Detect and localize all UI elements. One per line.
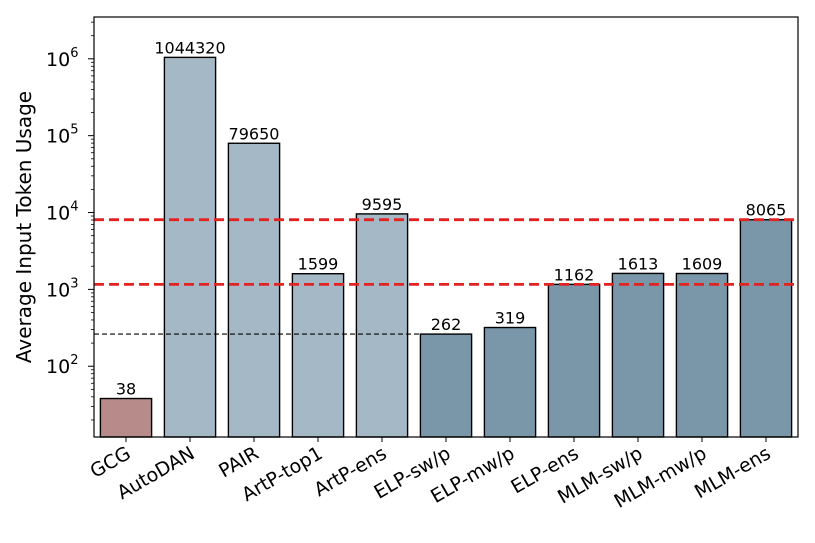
- bar-2: [227, 142, 281, 438]
- y-tick-label-1: 103: [46, 276, 78, 301]
- bar-10: [739, 219, 793, 438]
- value-label-5: 262: [431, 315, 462, 334]
- y-axis-title: Average Input Token Usage: [12, 91, 36, 363]
- value-label-0: 38: [116, 380, 136, 399]
- y-tick-label-2: 104: [46, 200, 78, 225]
- bar-5: [419, 333, 473, 438]
- bar-0: [99, 397, 153, 438]
- bar-6: [483, 326, 537, 438]
- bar-7: [547, 283, 601, 438]
- value-label-7: 1162: [554, 265, 595, 284]
- value-label-9: 1609: [682, 255, 723, 274]
- y-axis-ticks: 102 103 104 105 106: [46, 21, 94, 421]
- value-label-4: 9595: [362, 195, 403, 214]
- bar-1: [163, 56, 217, 438]
- y-tick-label-0: 102: [46, 353, 78, 378]
- value-label-6: 319: [495, 309, 526, 328]
- y-tick-label-3: 105: [46, 123, 78, 148]
- bar-8: [611, 272, 665, 438]
- bar-4: [355, 213, 409, 438]
- value-label-8: 1613: [618, 254, 659, 273]
- value-label-2: 79650: [229, 124, 280, 143]
- reference-lines: [94, 218, 798, 335]
- bar-9: [675, 272, 729, 438]
- value-labels: 38 1044320 79650 1599 9595 262 319 1162 1613 1609…: [116, 38, 787, 398]
- bars-group: [99, 56, 793, 438]
- value-label-10: 8065: [746, 201, 787, 220]
- y-tick-label-4: 106: [46, 46, 78, 71]
- value-label-1: 1044320: [154, 38, 225, 57]
- bar-3: [291, 273, 345, 438]
- value-label-3: 1599: [298, 255, 339, 274]
